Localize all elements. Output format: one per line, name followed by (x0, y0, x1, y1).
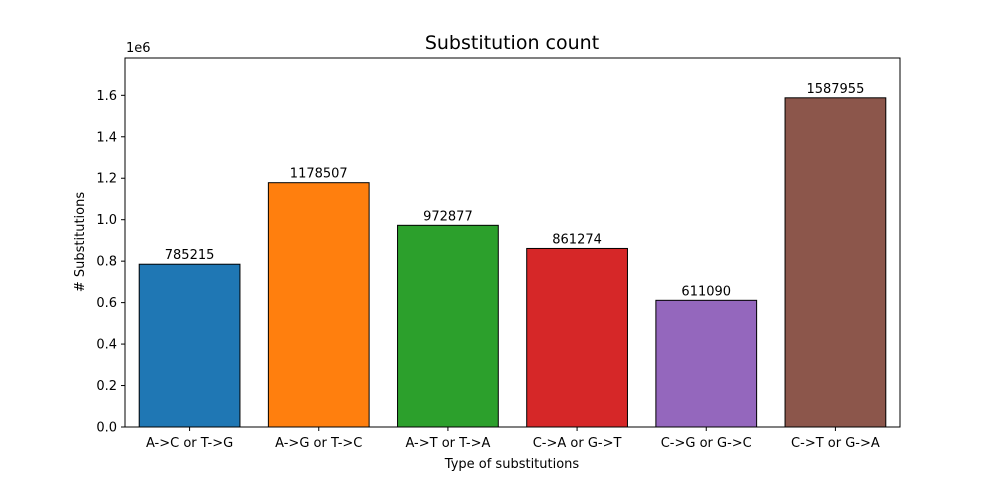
x-tick-label-2: A->T or T->A (405, 436, 490, 451)
bar-0 (138, 263, 241, 428)
y-axis-ticks: 0.0 0.2 0.4 0.6 0.8 1.0 1.2 1.4 1.6 (96, 89, 125, 436)
x-tick-label-4: C->G or G->C (661, 436, 752, 451)
chart-title: Substitution count (425, 32, 599, 54)
bars-group (138, 97, 887, 428)
x-tick-label-3: C->A or G->T (533, 436, 622, 451)
x-tick-label-0: A->C or T->G (146, 436, 233, 451)
data-label-0: 785215 (165, 248, 215, 263)
data-label-1: 1178507 (290, 167, 348, 182)
x-tick-label-5: C->T or G->A (791, 436, 880, 451)
x-axis-label: Type of substitutions (444, 457, 580, 472)
x-axis-ticks: A->C or T->G A->G or T->C A->T or T->A C->A… (146, 427, 880, 451)
y-tick-label-2: 0.4 (96, 338, 117, 353)
bar-5 (784, 97, 887, 428)
y-tick-label-0: 0.0 (96, 421, 117, 436)
bar-2 (397, 224, 499, 428)
y-tick-label-6: 1.2 (96, 172, 117, 187)
y-tick-label-3: 0.6 (96, 296, 117, 311)
y-axis-scale-label: 1e6 (126, 41, 151, 56)
plot-frame (124, 57, 901, 428)
y-tick-label-7: 1.4 (96, 130, 117, 145)
x-tick-label-1: A->G or T->C (275, 436, 362, 451)
y-tick-label-8: 1.6 (96, 89, 117, 104)
bar-1 (267, 182, 370, 428)
y-axis-label: # Substitutions (73, 192, 88, 292)
data-label-4: 611090 (681, 284, 731, 299)
data-label-3: 861274 (552, 232, 602, 247)
data-label-2: 972877 (423, 209, 473, 224)
y-tick-label-5: 1.0 (96, 213, 117, 228)
data-label-5: 1587955 (806, 82, 864, 97)
bar-4 (655, 299, 758, 428)
y-tick-label-4: 0.8 (96, 255, 117, 270)
bar-3 (526, 247, 628, 428)
y-tick-label-1: 0.2 (96, 379, 117, 394)
data-labels-group: 785215 1178507 972877 861274 611090 1587955 (165, 82, 865, 300)
